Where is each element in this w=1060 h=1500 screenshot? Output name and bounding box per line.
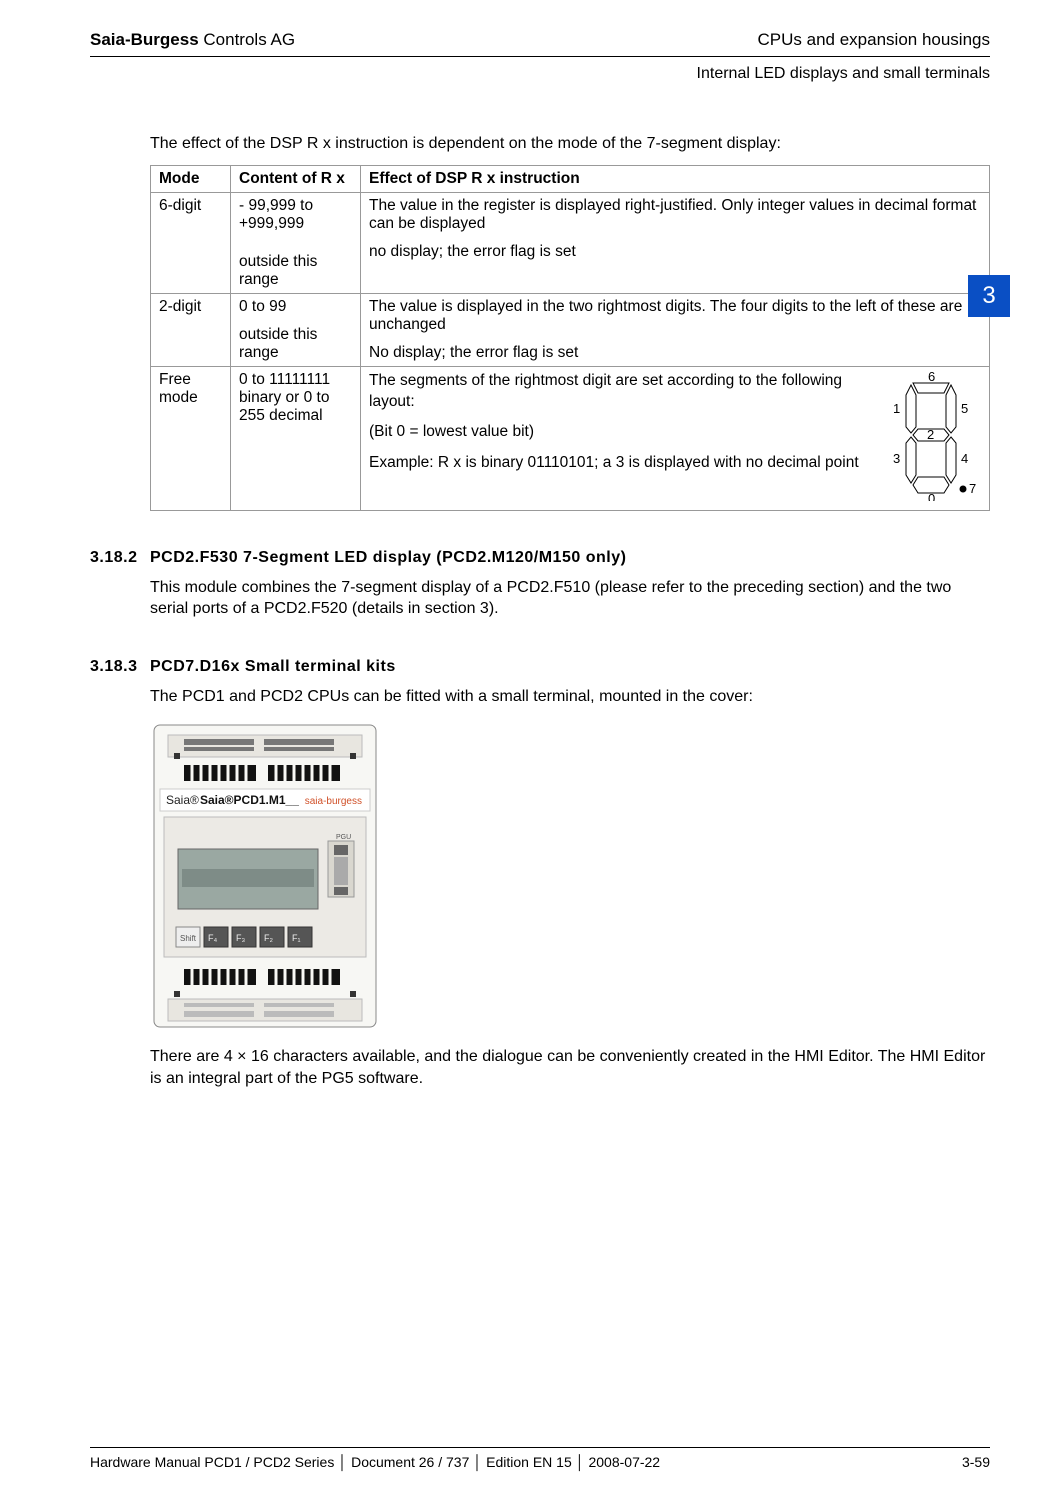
section-num: 3.18.3 [90,658,150,676]
section-title: PCD2.F530 7-Segment LED display (PCD2.M1… [150,549,626,566]
section-num: 3.18.2 [90,549,150,567]
company-name: Saia-Burgess Controls AG [90,30,295,50]
effect-a: The value in the register is displayed r… [369,197,981,233]
section-title: PCD7.D16x Small terminal kits [150,658,396,675]
cell-content: 0 to 11111111 binary or 0 to 255 decimal [231,366,361,510]
svg-text:F₃: F₃ [236,933,245,943]
th-content: Content of R x [231,165,361,192]
footer-rule [90,1447,990,1448]
company-rest: Controls AG [199,30,295,49]
terminal-image: Saia® Saia®PCD1.M1__ saia-burgess PGU Sh [150,721,990,1036]
table-row: 6-digit - 99,999 to +999,999 outside thi… [151,192,990,293]
th-mode: Mode [151,165,231,192]
svg-text:PGU: PGU [336,834,351,841]
page-number: 3-59 [962,1454,990,1470]
svg-text:1: 1 [893,401,900,416]
cell-mode: 2-digit [151,293,231,366]
cell-content: 0 to 99 outside this range [231,293,361,366]
th-effect: Effect of DSP R x instruction [361,165,990,192]
section-heading: 3.18.2PCD2.F530 7-Segment LED display (P… [90,549,990,567]
page-header: Saia-Burgess Controls AG CPUs and expans… [90,30,990,54]
effect-b: No display; the error flag is set [369,344,981,362]
content-a: 0 to 99 [239,298,286,315]
svg-text:4: 4 [961,451,968,466]
footer-part: 2008-07-22 [588,1454,660,1470]
content-area: The effect of the DSP R x instruction is… [150,133,990,1090]
header-rule [90,56,990,57]
intro-text: The effect of the DSP R x instruction is… [150,133,990,155]
cell-effect: The segments of the rightmost digit are … [361,366,990,510]
section-body2: There are 4 × 16 characters available, a… [150,1046,990,1089]
svg-text:Saia®PCD1.M1__: Saia®PCD1.M1__ [200,793,299,807]
svg-text:Shift: Shift [180,934,197,943]
svg-text:saia-burgess: saia-burgess [305,796,362,807]
svg-text:F₁: F₁ [292,933,301,943]
section-heading: 3.18.3PCD7.D16x Small terminal kits [90,658,990,676]
effect-b: no display; the error flag is set [369,243,981,261]
footer-part: Edition EN 15 [486,1454,572,1470]
section-body: The PCD1 and PCD2 CPUs can be fitted wit… [150,686,990,708]
content-b: outside this range [239,253,317,288]
seven-seg-diagram: 6 1 5 2 3 4 0 7 [881,371,981,506]
table-row: 2-digit 0 to 99 outside this range The v… [151,293,990,366]
cell-effect: The value in the register is displayed r… [361,192,990,293]
footer-part: Document 26 / 737 [351,1454,469,1470]
svg-text:2: 2 [927,427,934,442]
modes-table: Mode Content of R x Effect of DSP R x in… [150,165,990,511]
header-sub: Internal LED displays and small terminal… [90,65,990,83]
page-footer: Hardware Manual PCD1 / PCD2 Series│Docum… [90,1445,990,1470]
cell-mode: 6-digit [151,192,231,293]
svg-text:3: 3 [893,451,900,466]
table-row: Free mode 0 to 11111111 binary or 0 to 2… [151,366,990,510]
footer-part: Hardware Manual PCD1 / PCD2 Series [90,1454,334,1470]
effect-a: The segments of the rightmost digit are … [369,371,871,413]
footer-left: Hardware Manual PCD1 / PCD2 Series│Docum… [90,1454,660,1470]
header-right: CPUs and expansion housings [758,30,990,50]
section-body: This module combines the 7-segment displ… [150,577,990,620]
cell-content: - 99,999 to +999,999 outside this range [231,192,361,293]
table-header-row: Mode Content of R x Effect of DSP R x in… [151,165,990,192]
content-a: - 99,999 to +999,999 [239,197,313,232]
svg-text:F₂: F₂ [264,933,273,943]
content-b: outside this range [239,326,317,361]
effect-b: (Bit 0 = lowest value bit) [369,422,871,443]
svg-text:5: 5 [961,401,968,416]
svg-text:F₄: F₄ [208,933,217,943]
svg-text:0: 0 [928,491,935,501]
svg-text:7: 7 [969,481,976,496]
effect-c: Example: R x is binary 01110101; a 3 is … [369,453,871,474]
company-bold: Saia-Burgess [90,30,199,49]
chapter-badge: 3 [968,275,1010,317]
cell-mode: Free mode [151,366,231,510]
cell-effect: The value is displayed in the two rightm… [361,293,990,366]
svg-text:6: 6 [928,371,935,384]
svg-text:Saia®: Saia® [166,793,199,807]
effect-a: The value is displayed in the two rightm… [369,298,981,334]
